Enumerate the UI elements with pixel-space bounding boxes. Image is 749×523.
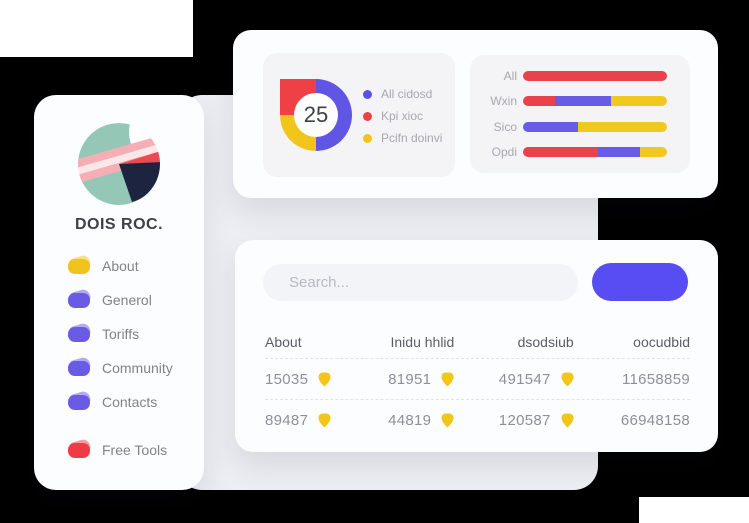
legend-item: Pcifn doinvi — [363, 127, 442, 149]
shield-icon — [441, 372, 454, 386]
donut-chart-panel: 25 All cidosd Kpi xioc Pcifn doinvi — [263, 53, 455, 177]
sidebar-item-label: About — [102, 258, 139, 274]
table-cell: 491547 — [456, 371, 574, 388]
legend-label: All cidosd — [381, 87, 433, 101]
shield-icon — [441, 413, 454, 427]
cell-value: 120587 — [498, 411, 551, 429]
cell-value: 44819 — [388, 411, 432, 429]
sidebar-item-community[interactable]: Community — [68, 357, 204, 379]
legend-label: Kpi xioc — [381, 109, 424, 123]
sidebar-item-label: Free Tools — [102, 442, 168, 458]
bar-segment — [610, 96, 667, 107]
bar-segment — [523, 121, 578, 132]
cell-value: 81951 — [388, 370, 432, 388]
table-card: About Inidu hhlid dsodsiub oocudbid 1503… — [235, 240, 718, 452]
stacked-bar-chart: All Wxin Sico Opdi — [470, 55, 690, 173]
column-header: Inidu hhlid — [390, 334, 455, 350]
bar-row: All — [470, 69, 690, 83]
sidebar-item-generol[interactable]: Generol — [68, 289, 204, 311]
bar-segment — [523, 146, 598, 157]
bar-segment — [554, 96, 611, 107]
donut-center-value: 25 — [303, 102, 329, 127]
sidebar-item-about[interactable]: About — [68, 255, 204, 277]
cell-value: 89487 — [265, 411, 309, 429]
bar-row: Wxin — [470, 94, 690, 108]
column-header: oocudbid — [633, 334, 690, 350]
cell-value: 491547 — [498, 370, 551, 388]
sidebar-item-contacts[interactable]: Contacts — [68, 391, 204, 413]
table-cell: 44819 — [356, 412, 454, 429]
bar-category-label: Opdi — [491, 144, 517, 159]
backdrop-rect-bottom-right — [639, 497, 749, 523]
table-cell: 81951 — [356, 371, 454, 388]
column-header: dsodsiub — [517, 334, 574, 350]
shield-icon — [561, 372, 574, 386]
bar-segment — [597, 146, 640, 157]
shield-icon — [318, 413, 331, 427]
bar-segment — [639, 146, 667, 157]
table-cell: 120587 — [456, 412, 574, 429]
cell-value: 66948158 — [620, 411, 690, 429]
sidebar-item-label: Community — [102, 360, 173, 376]
abstract-logo-icon — [78, 123, 160, 205]
cell-value: 15035 — [265, 370, 309, 388]
legend-dot — [363, 89, 372, 99]
bar-category-label: Sico — [493, 119, 517, 134]
blob-icon — [68, 442, 90, 458]
search-input[interactable] — [263, 264, 578, 301]
bar-row: Opdi — [470, 145, 690, 159]
search-box — [263, 264, 578, 301]
blob-icon — [68, 360, 90, 376]
donut-center: 25 — [294, 93, 338, 137]
donut-legend: All cidosd Kpi xioc Pcifn doinvi — [363, 83, 442, 149]
sidebar: DOIS ROC. About Generol Toriffs Communit… — [34, 95, 204, 490]
cell-value: 11658859 — [621, 370, 690, 388]
bar-segment — [577, 121, 667, 132]
brand-name: DOIS ROC. — [74, 216, 164, 233]
stacked-bar — [523, 96, 667, 107]
bar-segment — [523, 71, 667, 81]
shield-icon — [561, 413, 574, 427]
column-header: About — [265, 334, 302, 350]
bar-category-label: Wxin — [490, 94, 517, 109]
table-row: 15035 81951 491547 11658859 — [265, 358, 690, 399]
bar-category-label: All — [503, 69, 517, 83]
data-table: About Inidu hhlid dsodsiub oocudbid 1503… — [265, 326, 690, 440]
blob-icon — [68, 394, 90, 410]
blob-icon — [68, 258, 90, 274]
table-header-row: About Inidu hhlid dsodsiub oocudbid — [265, 326, 690, 358]
bar-row: Sico — [470, 120, 690, 134]
shield-icon — [318, 372, 331, 386]
bar-segment — [523, 96, 555, 107]
legend-item: Kpi xioc — [363, 105, 442, 127]
sidebar-menu: About Generol Toriffs Community Contacts… — [34, 255, 204, 461]
table-row: 89487 44819 120587 66948158 — [265, 399, 690, 440]
legend-dot — [363, 133, 372, 143]
stacked-bar — [523, 71, 667, 81]
charts-card: 25 All cidosd Kpi xioc Pcifn doinvi — [233, 30, 718, 198]
table-cell: 15035 — [265, 371, 355, 388]
blob-icon — [68, 326, 90, 342]
stacked-bar — [523, 121, 667, 132]
primary-action-button[interactable] — [592, 263, 688, 301]
table-cell: 11658859 — [575, 371, 690, 388]
legend-dot — [363, 111, 372, 121]
table-cell: 89487 — [265, 412, 355, 429]
blob-icon — [68, 292, 90, 308]
backdrop-rect-top-left — [0, 0, 193, 57]
donut-chart: 25 — [280, 79, 352, 151]
table-cell: 66948158 — [575, 412, 690, 429]
stacked-bar — [523, 146, 667, 157]
sidebar-item-free-tools[interactable]: Free Tools — [68, 439, 204, 461]
brand-logo — [34, 122, 204, 206]
sidebar-item-label: Toriffs — [102, 326, 140, 342]
sidebar-item-label: Contacts — [102, 394, 158, 410]
sidebar-item-label: Generol — [102, 292, 152, 308]
stacked-bar-chart-panel: All Wxin Sico Opdi — [470, 55, 690, 173]
sidebar-item-toriffs[interactable]: Toriffs — [68, 323, 204, 345]
legend-item: All cidosd — [363, 83, 442, 105]
legend-label: Pcifn doinvi — [381, 131, 443, 145]
